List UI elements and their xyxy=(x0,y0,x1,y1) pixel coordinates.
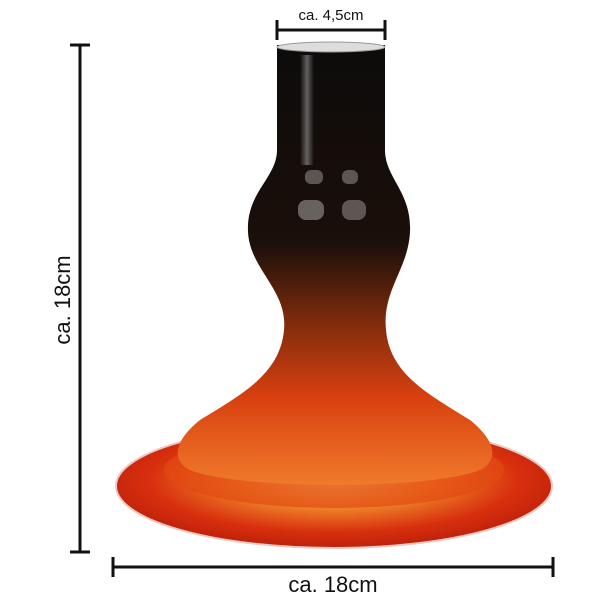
opening-label: ca. 4,5cm xyxy=(298,7,363,24)
width-dimension: ca. 18cm xyxy=(111,557,555,597)
width-label: ca. 18cm xyxy=(288,572,377,597)
height-label: ca. 18cm xyxy=(50,255,75,344)
opening-dimension: ca. 4,5cm xyxy=(275,7,387,40)
vase xyxy=(115,41,553,549)
height-dimension: ca. 18cm xyxy=(50,43,90,554)
